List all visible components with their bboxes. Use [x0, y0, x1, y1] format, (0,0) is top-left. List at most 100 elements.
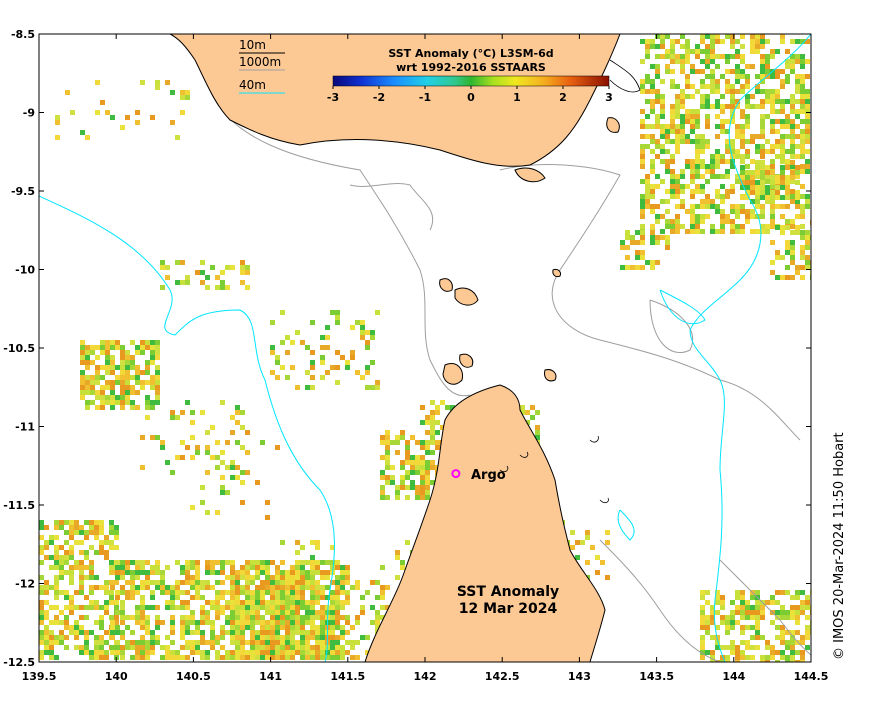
sst-pixel [665, 69, 670, 74]
sst-pixel [645, 49, 650, 54]
sst-pixel [300, 600, 305, 605]
sst-pixel [705, 590, 710, 595]
sst-pixel [160, 645, 165, 650]
sst-pixel [210, 570, 215, 575]
sst-pixel [735, 645, 740, 650]
sst-pixel [140, 585, 145, 590]
sst-pixel [265, 630, 270, 635]
sst-pixel [640, 144, 645, 149]
sst-pixel [215, 590, 220, 595]
island [439, 278, 453, 292]
sst-pixel [780, 170, 785, 175]
sst-pixel [64, 620, 69, 625]
sst-pixel [59, 630, 64, 635]
sst-pixel [730, 164, 735, 169]
copyright: © IMOS 20-Mar-2024 11:50 Hobart [832, 432, 847, 660]
lon-tick-label: 143 [568, 670, 591, 683]
sst-pixel [720, 39, 725, 44]
sst-pixel [785, 49, 790, 54]
sst-pixel [54, 545, 59, 550]
sst-pixel [655, 184, 660, 189]
sst-pixel [695, 204, 700, 209]
sst-pixel [104, 535, 109, 540]
island [606, 117, 620, 133]
sst-pixel [94, 550, 99, 555]
sst-pixel [69, 545, 74, 550]
sst-pixel [790, 630, 795, 635]
sst-pixel [290, 565, 295, 570]
sst-pixel [800, 265, 805, 270]
sst-pixel [790, 595, 795, 600]
sst-pixel [640, 79, 645, 84]
sst-pixel [320, 575, 325, 580]
sst-pixel [64, 625, 69, 630]
sst-pixel [705, 144, 710, 149]
sst-pixel [665, 124, 670, 129]
sst-pixel [160, 440, 165, 445]
sst-pixel [120, 610, 125, 615]
sst-pixel [195, 650, 200, 655]
sst-pixel [330, 610, 335, 615]
sst-pixel [700, 214, 705, 219]
sst-pixel [220, 485, 225, 490]
sst-pixel [265, 655, 270, 660]
sst-pixel [790, 275, 795, 280]
sst-pixel [95, 365, 100, 370]
sst-pixel [335, 645, 340, 650]
sst-pixel [245, 615, 250, 620]
sst-pixel [745, 625, 750, 630]
sst-pixel [725, 645, 730, 650]
sst-pixel [535, 430, 540, 435]
sst-pixel [335, 595, 340, 600]
sst-pixel [730, 620, 735, 625]
sst-pixel [255, 635, 260, 640]
sst-pixel [740, 650, 745, 655]
sst-pixel [170, 650, 175, 655]
sst-pixel [155, 355, 160, 360]
sst-pixel [605, 575, 610, 580]
sst-pixel [260, 615, 265, 620]
sst-pixel [140, 380, 145, 385]
sst-pixel [435, 420, 440, 425]
sst-pixel [205, 600, 210, 605]
sst-pixel [660, 79, 665, 84]
sst-pixel [350, 585, 355, 590]
sst-pixel [185, 445, 190, 450]
argo-marker[interactable]: Argo [451, 468, 506, 483]
sst-pixel [94, 520, 99, 525]
sst-pixel [670, 49, 675, 54]
sst-pixel [765, 199, 770, 204]
sst-pixel [125, 115, 130, 120]
sst-pixel [150, 375, 155, 380]
sst-pixel [725, 119, 730, 124]
sst-pixel [715, 124, 720, 129]
sst-pixel [710, 655, 715, 660]
sst-pixel [80, 340, 85, 345]
sst-pixel [745, 74, 750, 79]
sst-pixel [85, 355, 90, 360]
sst-pixel [795, 265, 800, 270]
sst-pixel [790, 255, 795, 260]
sst-pixel [705, 179, 710, 184]
sst-pixel [795, 230, 800, 235]
sst-pixel [165, 650, 170, 655]
sst-pixel [175, 415, 180, 420]
sst-pixel [385, 475, 390, 480]
sst-pixel [770, 170, 775, 175]
sst-pixel [730, 159, 735, 164]
sst-pixel [640, 159, 645, 164]
sst-pixel [235, 570, 240, 575]
lon-tick-label: 139.5 [22, 670, 57, 683]
sst-pixel [800, 169, 805, 174]
sst-pixel [690, 169, 695, 174]
sst-pixel [650, 265, 655, 270]
sst-pixel [104, 655, 109, 660]
sst-pixel [140, 645, 145, 650]
sst-pixel [95, 355, 100, 360]
sst-pixel [625, 245, 630, 250]
sst-pixel [205, 570, 210, 575]
sst-pixel [730, 84, 735, 89]
sst-pixel [210, 635, 215, 640]
sst-pixel [420, 420, 425, 425]
sst-pixel [320, 630, 325, 635]
